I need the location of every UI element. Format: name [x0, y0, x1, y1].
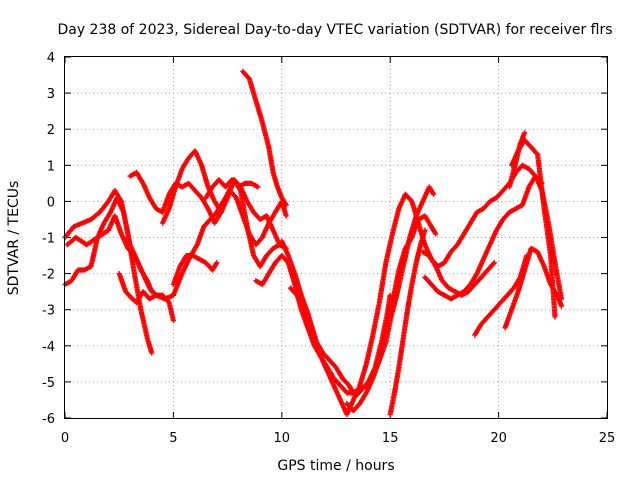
data-point [430, 191, 437, 197]
y-tick-label: 0 [47, 195, 55, 210]
data-point [558, 303, 565, 309]
x-axis-title: GPS time / hours [277, 458, 394, 474]
y-tick-label: 2 [47, 123, 55, 138]
x-tick-label: 10 [274, 431, 291, 446]
y-tick-label: -1 [42, 232, 55, 247]
y-tick-label: -6 [42, 412, 55, 427]
data-point [214, 260, 220, 266]
data-point [433, 231, 439, 237]
data-point [552, 314, 558, 320]
y-tick-label: 1 [47, 159, 55, 174]
x-tick-label: 20 [490, 431, 507, 446]
series-track-3 [64, 213, 155, 295]
data-point [422, 227, 428, 233]
series-track-2 [62, 195, 176, 324]
data-point [255, 184, 261, 190]
x-tick-label: 25 [599, 431, 616, 446]
y-tick-label: 3 [47, 87, 55, 102]
y-tick-label: -3 [42, 304, 55, 319]
x-tick-label: 0 [61, 431, 69, 446]
y-tick-label: -4 [42, 340, 55, 355]
data-point [387, 292, 393, 298]
series-track-14 [387, 227, 428, 417]
series-track-13 [344, 184, 437, 414]
x-tick-label: 15 [382, 431, 399, 446]
y-tick-label: -5 [42, 376, 55, 391]
data-point [491, 260, 497, 266]
plot-frame [64, 56, 608, 419]
data-point [490, 261, 496, 267]
series-track-15 [420, 249, 497, 298]
series-track-7 [170, 252, 220, 288]
chart-title: Day 238 of 2023, Sidereal Day-to-day VTE… [57, 22, 612, 38]
series-track-20 [506, 130, 528, 190]
series-track-8 [203, 177, 261, 201]
data-point [283, 213, 289, 219]
data-point [283, 202, 289, 208]
data-point [149, 289, 155, 295]
data-point [149, 350, 155, 356]
series-track-18 [502, 245, 565, 331]
data-markers [62, 68, 565, 417]
data-point [170, 317, 176, 324]
series-track-4 [116, 187, 289, 306]
x-tick-label: 5 [169, 431, 177, 446]
y-tick-label: 4 [47, 51, 55, 66]
grid [65, 57, 607, 418]
data-point [522, 130, 528, 136]
y-axis-title: SDTVAR / TECUs [6, 181, 22, 296]
series-track-9 [240, 68, 289, 208]
y-tick-label: -2 [42, 268, 55, 283]
